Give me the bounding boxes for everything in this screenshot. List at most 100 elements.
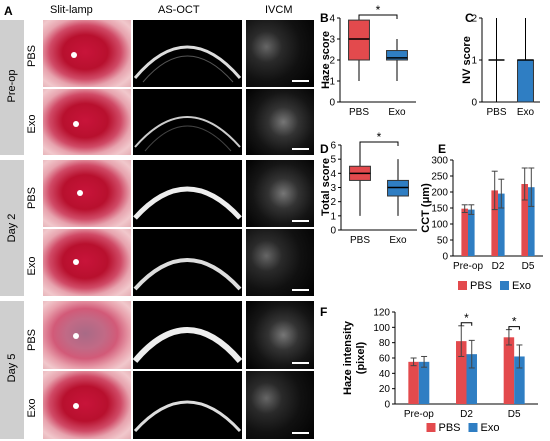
column-header-as-oct: AS-OCT — [158, 4, 200, 16]
y-axis-label: NV score — [461, 36, 473, 84]
x-tick-label: Exo — [389, 235, 407, 246]
bar — [528, 187, 535, 256]
bar — [466, 354, 477, 404]
ivcm-image — [246, 371, 314, 439]
slit-lamp-image — [43, 20, 131, 87]
y-tick-label: 80 — [379, 338, 391, 349]
bar — [456, 341, 467, 404]
x-tick-label: D2 — [492, 261, 505, 272]
legend-label: PBS — [439, 422, 461, 434]
box-body — [517, 59, 534, 103]
bar — [498, 193, 505, 256]
y-tick-label: 2 — [471, 14, 477, 25]
y-tick-label: 0 — [471, 98, 477, 109]
y-tick-label: 20 — [379, 384, 391, 395]
as-oct-image — [133, 89, 242, 155]
panel-letter: C — [465, 11, 474, 25]
ivcm-image — [246, 301, 314, 369]
as-oct-image — [133, 301, 242, 369]
y-tick-label: 2 — [329, 56, 335, 67]
y-tick-label: 5 — [330, 155, 336, 166]
ivcm-image — [246, 229, 314, 296]
y-tick-label: 3 — [330, 183, 336, 194]
bar — [503, 337, 515, 404]
y-tick-label: 200 — [431, 188, 448, 199]
column-header-ivcm: IVCM — [265, 4, 293, 16]
column-header-slit-lamp: Slit-lamp — [50, 4, 93, 16]
ivcm-image — [246, 20, 314, 87]
y-tick-label: 150 — [431, 204, 448, 215]
bar — [514, 356, 525, 404]
x-tick-label: Pre-op — [404, 409, 434, 420]
y-tick-label: 50 — [437, 236, 449, 247]
bar — [468, 209, 475, 256]
y-axis-label: CCT (μm) — [420, 183, 432, 233]
significance-bracket — [508, 326, 520, 330]
y-axis-label: Haze score — [320, 31, 332, 89]
box-body — [386, 50, 408, 61]
y-tick-label: 0 — [329, 98, 335, 109]
y-tick-label: 60 — [379, 354, 391, 365]
x-tick-label: PBS — [486, 107, 506, 118]
y-tick-label: 100 — [431, 220, 448, 231]
significance-marker: * — [377, 130, 382, 144]
legend-swatch — [426, 423, 436, 432]
slit-lamp-image — [43, 301, 131, 369]
legend-swatch — [468, 423, 478, 432]
legend-label: Exo — [512, 280, 531, 292]
ivcm-image — [246, 89, 314, 155]
bar — [461, 208, 468, 256]
y-tick-label: 3 — [329, 35, 335, 46]
panel-letter: E — [438, 142, 446, 156]
y-tick-label: 4 — [329, 14, 335, 25]
y-tick-label: 40 — [379, 369, 391, 380]
legend-label: Exo — [481, 422, 500, 434]
significance-marker: * — [512, 315, 517, 329]
y-axis-label: Total score — [320, 158, 332, 216]
as-oct-image — [133, 160, 242, 227]
significance-bracket — [359, 141, 399, 146]
panel-letter: B — [320, 11, 329, 25]
slit-lamp-image — [43, 160, 131, 227]
x-tick-label: Exo — [517, 107, 535, 118]
y-tick-label: 250 — [431, 172, 448, 183]
y-tick-label: 6 — [330, 141, 336, 152]
bar — [418, 361, 430, 404]
slit-lamp-image — [43, 371, 131, 439]
y-tick-label: 4 — [330, 169, 336, 180]
y-axis-label: Haze intensity — [342, 320, 354, 395]
y-tick-label: 0 — [384, 400, 390, 411]
as-oct-image — [133, 20, 242, 87]
y-tick-label: 0 — [330, 226, 336, 237]
timepoint-bar-day2 — [0, 160, 24, 296]
legend-label: PBS — [470, 280, 492, 292]
legend-swatch — [458, 281, 467, 290]
x-tick-label: PBS — [350, 235, 370, 246]
x-tick-label: D2 — [460, 409, 473, 420]
y-tick-label: 300 — [431, 156, 448, 167]
timepoint-bar-day5 — [0, 301, 24, 439]
as-oct-image — [133, 371, 242, 439]
y-axis-label-unit: (pixel) — [355, 341, 367, 374]
box-body — [348, 19, 370, 61]
y-tick-label: 0 — [442, 252, 448, 263]
slit-lamp-image — [43, 229, 131, 296]
y-tick-label: 2 — [330, 197, 336, 208]
significance-marker: * — [376, 3, 381, 17]
significance-marker: * — [464, 311, 469, 325]
bar — [408, 361, 419, 404]
y-tick-label: 1 — [330, 211, 336, 222]
y-tick-label: 120 — [373, 308, 390, 319]
as-oct-image — [133, 229, 242, 296]
timepoint-bar-preop — [0, 20, 24, 155]
legend-swatch — [500, 281, 509, 290]
significance-bracket — [460, 322, 473, 326]
y-tick-label: 100 — [373, 323, 390, 334]
y-tick-label: 1 — [471, 56, 477, 67]
significance-bracket — [358, 14, 398, 19]
panel-letter: F — [320, 305, 327, 319]
panel-letter-a: A — [4, 4, 13, 18]
panel-letter: D — [320, 142, 329, 156]
bar — [491, 190, 498, 256]
